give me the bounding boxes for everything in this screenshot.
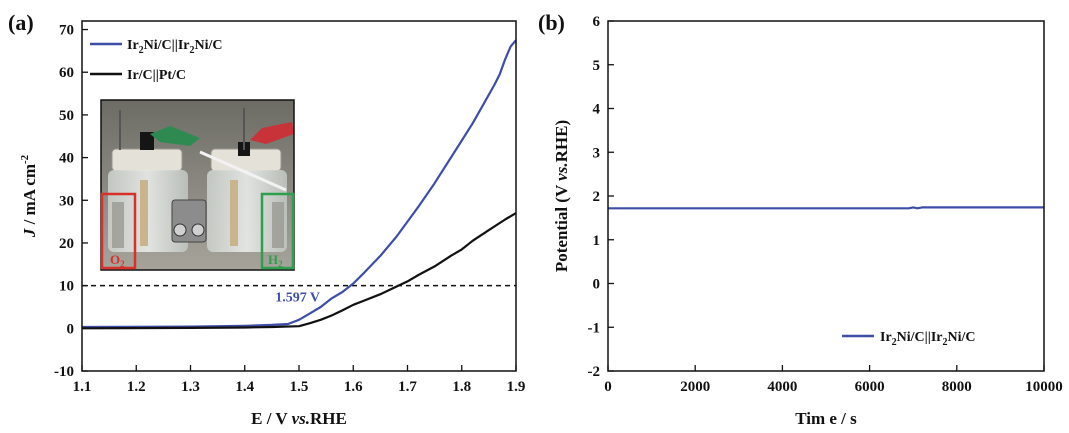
right-jar-body <box>207 170 287 252</box>
panel-b-legend: Ir2Ni/C||Ir2Ni/C <box>842 330 976 348</box>
legend-a-s0-p3: 2 <box>190 45 195 56</box>
panel-a-series-line-1 <box>81 212 517 330</box>
panel-a-series-line-0 <box>81 39 517 329</box>
panel-a-xlabel: E / V vs.RHE <box>251 409 347 428</box>
panel-a-xtick-label: 1.9 <box>507 379 526 395</box>
panel-b-ytick-label: 2 <box>593 189 601 205</box>
panel-a-ytick-label: 50 <box>59 108 74 124</box>
h2-electrode-view <box>272 202 284 248</box>
legend-a-s0-p2: Ni/C||Ir <box>144 38 190 53</box>
panel-a-ytick-label: -10 <box>54 364 74 380</box>
panel-b-frame <box>607 20 1045 372</box>
o2-label-sub: 2 <box>120 259 125 269</box>
panel-b-xlabel: Tim e / s <box>795 409 857 428</box>
panel-a-xtick-label: 1.1 <box>73 379 92 395</box>
legend-b-p4: Ni/C <box>948 330 976 345</box>
left-clip-top <box>140 132 154 150</box>
panel-a-xlabel-italic: vs. <box>292 409 310 428</box>
panel-a-ytick-label: 30 <box>59 193 74 209</box>
panel-a-ytick-label: 40 <box>59 151 74 167</box>
panel-a-xtick-label: 1.2 <box>127 379 146 395</box>
h2-highlight-box <box>260 192 295 270</box>
panel-b-ytick-label: 4 <box>593 102 601 118</box>
panel-a: (a) 1.1 1.2 1.3 1.4 1.5 1.6 1.7 1.8 1.9 -10 0 10 20 3… <box>8 10 525 428</box>
panel-b-ylabel-suffix: RHE) <box>552 120 571 163</box>
panel-b: (b) 0 2000 4000 6000 8000 10000 -2 -1 0 1 2 3 4 5 6 Po… <box>538 10 1063 428</box>
panel-b-series-line-0 <box>608 206 1044 210</box>
panel-b-xtick-label: 4000 <box>767 379 797 395</box>
o2-highlight-box <box>100 192 137 270</box>
white-wire <box>199 150 287 192</box>
panel-b-ytick-label: -2 <box>588 364 601 380</box>
h2-label-main: H <box>268 252 278 267</box>
panel-b-ylabel: Potential (V vs.RHE) <box>552 120 571 272</box>
panel-a-ytick-label: 0 <box>67 321 75 337</box>
panel-b-xtick-label: 2000 <box>680 379 710 395</box>
panel-a-xtick-label: 1.5 <box>290 379 309 395</box>
panel-b-ytick-label: -1 <box>588 320 601 336</box>
panel-a-xtick-label: 1.4 <box>235 379 254 395</box>
left-electrode <box>140 180 148 246</box>
legend-b-p3: 2 <box>943 337 948 348</box>
legend-a-s0-p4: Ni/C <box>195 38 223 53</box>
panel-a-letter: (a) <box>8 10 34 35</box>
panel-a-xtick-label: 1.8 <box>452 379 471 395</box>
panel-a-ytick-label: 10 <box>59 279 74 295</box>
panel-a-ytick-label: 70 <box>59 23 74 39</box>
panel-a-ylabel-sup: -2 <box>19 154 31 164</box>
panel-b-xtick-label: 10000 <box>1025 379 1063 395</box>
battery-cell-1 <box>173 223 187 237</box>
panel-a-ylabel-italic: J <box>20 228 39 238</box>
panel-a-xtick-label: 1.3 <box>181 379 200 395</box>
panel-a-xtick-label: 1.7 <box>398 379 417 395</box>
legend-label-ir2ni: Ir2Ni/C||Ir2Ni/C <box>127 38 223 56</box>
o2-electrode-view <box>112 202 124 248</box>
panel-a-xlabel-suffix: RHE <box>310 409 347 428</box>
red-clip <box>250 122 294 144</box>
panel-b-letter: (b) <box>538 10 565 35</box>
legend-b-p1: 2 <box>892 337 897 348</box>
panel-a-annotation: 1.597 V <box>275 291 320 306</box>
legend-label-ir-pt: Ir/C||Pt/C <box>127 68 186 83</box>
panel-b-xtick-label: 0 <box>604 379 612 395</box>
panel-b-ytick-label: 5 <box>593 58 601 74</box>
battery-cell-2 <box>191 223 205 237</box>
h2-label: H2 <box>268 252 283 269</box>
o2-label: O2 <box>110 252 125 269</box>
panel-a-ylabel-rest: / mA cm <box>20 164 39 229</box>
panel-a-ylabel: J / mA cm-2 <box>19 154 39 238</box>
panel-a-ytick-label: 20 <box>59 236 74 252</box>
panel-a-xlabel-prefix: E / V <box>251 409 291 428</box>
panel-b-ytick-label: 6 <box>593 14 601 30</box>
panel-b-plot: 0 2000 4000 6000 8000 10000 -2 -1 0 1 2 3 4 5 6 <box>588 14 1063 395</box>
legend-b-label: Ir2Ni/C||Ir2Ni/C <box>880 330 976 348</box>
legend-a-s0-p0: Ir <box>127 38 139 53</box>
panel-a-frame <box>81 20 517 372</box>
right-electrode <box>230 180 238 246</box>
panel-a-xtick-label: 1.6 <box>344 379 363 395</box>
o2-label-main: O <box>110 252 120 267</box>
legend-a-s0-p1: 2 <box>139 45 144 56</box>
panel-b-ytick-label: 3 <box>593 145 601 161</box>
panel-b-xtick-label: 6000 <box>855 379 885 395</box>
green-clip <box>150 126 200 146</box>
left-jar-lid <box>111 148 183 172</box>
panel-b-ylabel-prefix: Potential (V <box>552 181 571 272</box>
h2-label-sub: 2 <box>278 259 283 269</box>
inset-photo: O2 H2 <box>100 99 295 271</box>
legend-b-p0: Ir <box>880 330 892 345</box>
panel-a-ytick-label: 60 <box>59 65 74 81</box>
inset-frame <box>100 99 295 271</box>
panel-a-legend: Ir2Ni/C||Ir2Ni/C Ir/C||Pt/C <box>90 38 223 83</box>
panel-a-plot: 1.1 1.2 1.3 1.4 1.5 1.6 1.7 1.8 1.9 -10 0 10 20 30 40 5… <box>54 23 525 395</box>
panel-b-ylabel-italic: vs. <box>552 162 571 180</box>
panel-b-ytick-label: 0 <box>593 277 601 293</box>
panel-b-ytick-label: 1 <box>593 233 601 249</box>
legend-b-p2: Ni/C||Ir <box>897 330 943 345</box>
panel-b-xtick-label: 8000 <box>942 379 972 395</box>
